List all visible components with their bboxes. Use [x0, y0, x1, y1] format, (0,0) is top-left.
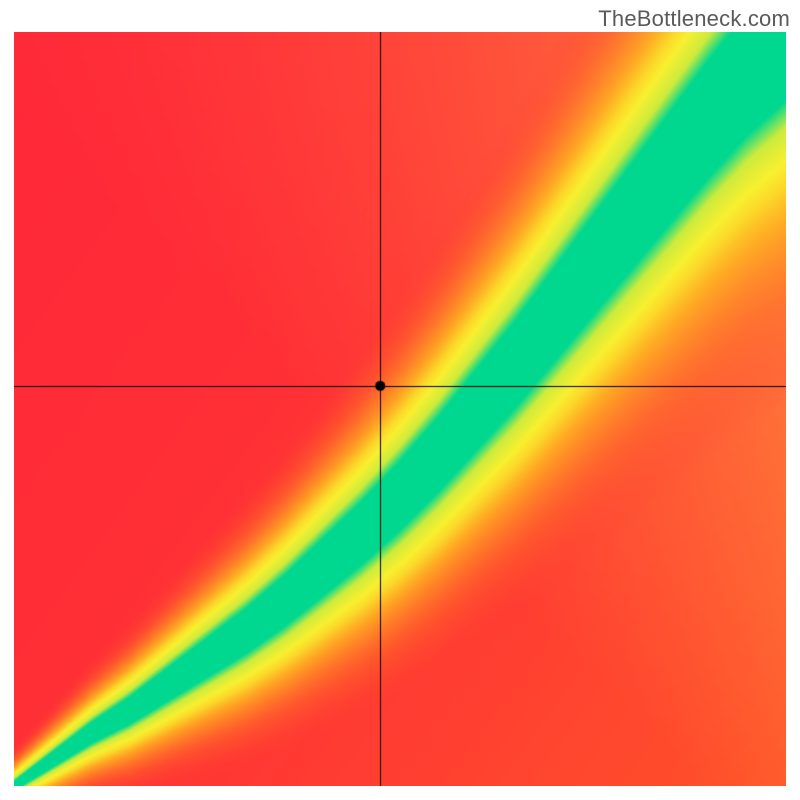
heatmap-canvas: [14, 32, 786, 786]
watermark-text: TheBottleneck.com: [598, 6, 790, 32]
chart-container: TheBottleneck.com: [0, 0, 800, 800]
bottleneck-heatmap: [14, 32, 786, 786]
